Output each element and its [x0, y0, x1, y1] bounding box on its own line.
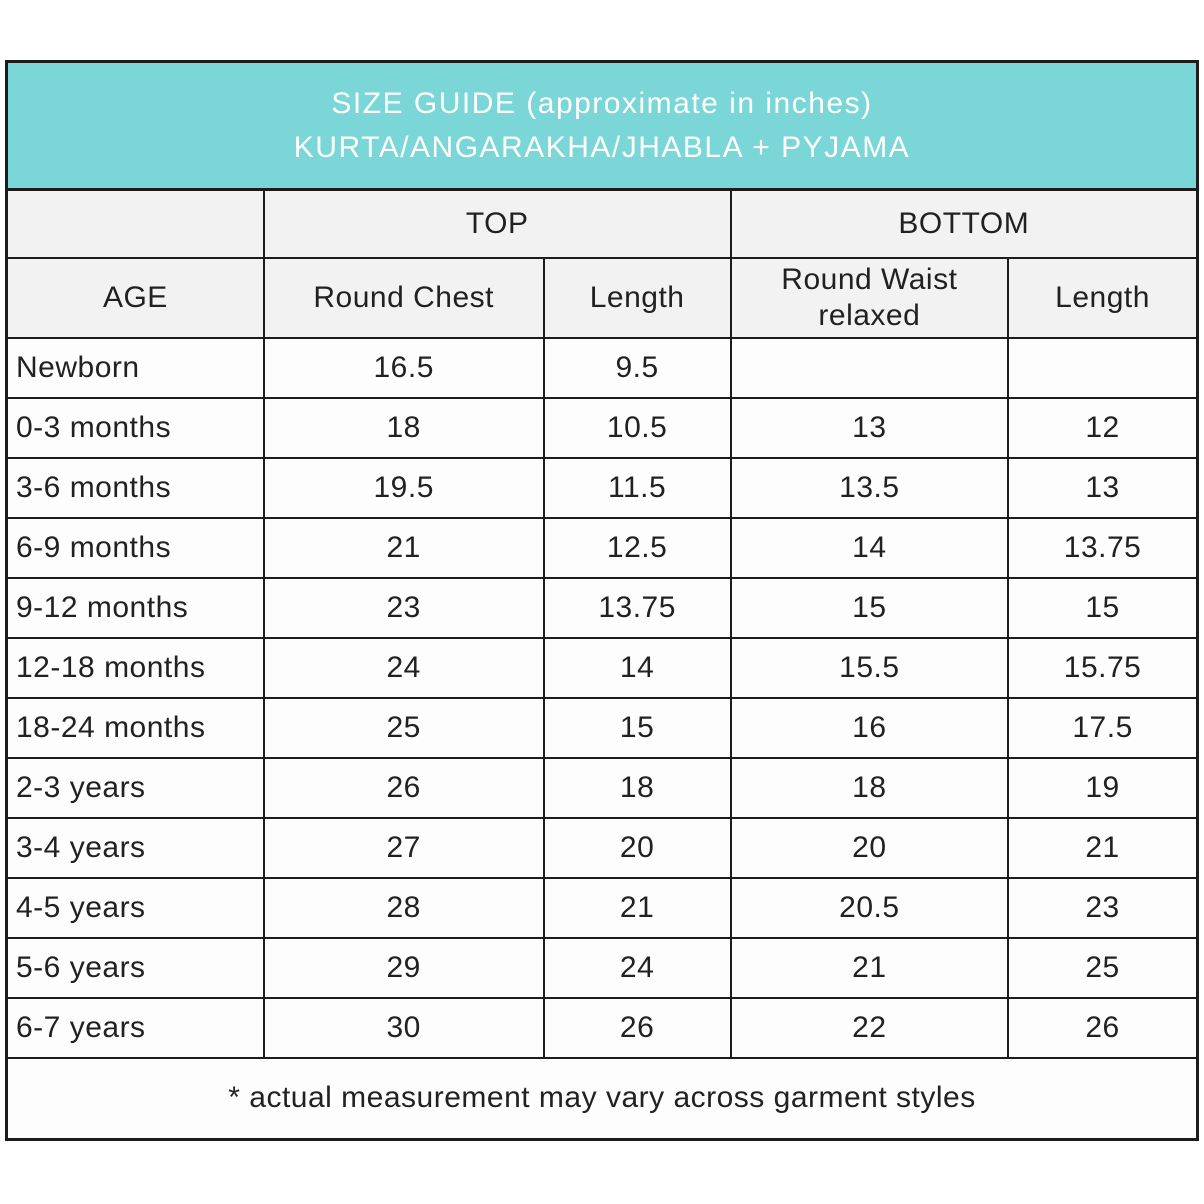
age-cell: 18-24 months — [5, 696, 265, 759]
value-cell: 18 — [729, 756, 1010, 819]
size-guide-title-line2: KURTA/ANGARAKHA/JHABLA + PYJAMA — [293, 130, 911, 164]
value-cell: 14 — [542, 636, 732, 699]
value-cell — [1007, 336, 1199, 399]
footnote-row: * actual measurement may vary across gar… — [5, 1056, 1199, 1141]
value-cell: 13 — [729, 396, 1010, 459]
value-cell: 15.75 — [1007, 636, 1199, 699]
size-guide-title-band: SIZE GUIDE (approximate in inches) KURTA… — [5, 60, 1199, 188]
value-cell: 13.75 — [1007, 516, 1199, 579]
age-cell: 4-5 years — [5, 876, 265, 939]
value-cell: 21 — [262, 516, 545, 579]
value-cell: 16 — [729, 696, 1010, 759]
value-cell: 26 — [542, 996, 732, 1059]
value-cell: 18 — [542, 756, 732, 819]
value-cell: 15.5 — [729, 636, 1010, 699]
age-cell: Newborn — [5, 336, 265, 399]
value-cell: 17.5 — [1007, 696, 1199, 759]
age-cell: 6-7 years — [5, 996, 265, 1059]
value-cell: 13.75 — [542, 576, 732, 639]
value-cell: 20 — [542, 816, 732, 879]
size-table-body: Newborn 16.5 9.5 0-3 months 18 10.5 13 12 3-6 mo… — [5, 336, 1199, 1059]
age-cell: 2-3 years — [5, 756, 265, 819]
value-cell: 24 — [542, 936, 732, 999]
value-cell: 13 — [1007, 456, 1199, 519]
value-cell: 10.5 — [542, 396, 732, 459]
value-cell: 20 — [729, 816, 1010, 879]
column-header-round-chest: Round Chest — [262, 256, 545, 339]
table-row: 9-12 months 23 13.75 15 15 — [5, 576, 1199, 639]
value-cell: 29 — [262, 936, 545, 999]
value-cell: 9.5 — [542, 336, 732, 399]
age-cell: 5-6 years — [5, 936, 265, 999]
column-header-row: AGE Round Chest Length Round Waist relax… — [5, 256, 1199, 339]
size-guide-table: TOP BOTTOM AGE Round Chest Length Round … — [5, 188, 1199, 1141]
table-row: 0-3 months 18 10.5 13 12 — [5, 396, 1199, 459]
value-cell: 23 — [1007, 876, 1199, 939]
size-guide-title-line1: SIZE GUIDE (approximate in inches) — [331, 87, 873, 120]
value-cell: 24 — [262, 636, 545, 699]
value-cell: 15 — [1007, 576, 1199, 639]
value-cell: 28 — [262, 876, 545, 939]
value-cell: 23 — [262, 576, 545, 639]
table-row: 12-18 months 24 14 15.5 15.75 — [5, 636, 1199, 699]
table-row: 3-6 months 19.5 11.5 13.5 13 — [5, 456, 1199, 519]
value-cell: 19 — [1007, 756, 1199, 819]
table-row: Newborn 16.5 9.5 — [5, 336, 1199, 399]
value-cell: 30 — [262, 996, 545, 1059]
table-row: 18-24 months 25 15 16 17.5 — [5, 696, 1199, 759]
value-cell: 20.5 — [729, 876, 1010, 939]
value-cell: 21 — [729, 936, 1010, 999]
table-row: 5-6 years 29 24 21 25 — [5, 936, 1199, 999]
value-cell: 15 — [729, 576, 1010, 639]
table-row: 4-5 years 28 21 20.5 23 — [5, 876, 1199, 939]
value-cell: 21 — [542, 876, 732, 939]
value-cell: 19.5 — [262, 456, 545, 519]
column-header-top-length: Length — [542, 256, 732, 339]
footnote-text: * actual measurement may vary across gar… — [5, 1056, 1199, 1141]
group-header-row: TOP BOTTOM — [5, 188, 1199, 259]
age-cell: 12-18 months — [5, 636, 265, 699]
value-cell: 21 — [1007, 816, 1199, 879]
value-cell: 27 — [262, 816, 545, 879]
value-cell: 16.5 — [262, 336, 545, 399]
age-cell: 3-4 years — [5, 816, 265, 879]
value-cell: 12.5 — [542, 516, 732, 579]
age-cell: 0-3 months — [5, 396, 265, 459]
column-header-age: AGE — [5, 256, 265, 339]
column-header-round-waist-relaxed: Round Waist relaxed — [729, 256, 1010, 339]
age-cell: 9-12 months — [5, 576, 265, 639]
age-cell: 6-9 months — [5, 516, 265, 579]
age-cell: 3-6 months — [5, 456, 265, 519]
table-row: 2-3 years 26 18 18 19 — [5, 756, 1199, 819]
value-cell: 25 — [1007, 936, 1199, 999]
value-cell: 25 — [262, 696, 545, 759]
column-header-bottom-length: Length — [1007, 256, 1199, 339]
value-cell: 14 — [729, 516, 1010, 579]
table-row: 3-4 years 27 20 20 21 — [5, 816, 1199, 879]
group-header-bottom: BOTTOM — [729, 188, 1199, 259]
value-cell — [729, 336, 1010, 399]
value-cell: 26 — [1007, 996, 1199, 1059]
value-cell: 13.5 — [729, 456, 1010, 519]
value-cell: 22 — [729, 996, 1010, 1059]
value-cell: 18 — [262, 396, 545, 459]
table-row: 6-9 months 21 12.5 14 13.75 — [5, 516, 1199, 579]
corner-empty-cell — [5, 188, 265, 259]
value-cell: 15 — [542, 696, 732, 759]
value-cell: 11.5 — [542, 456, 732, 519]
table-row: 6-7 years 30 26 22 26 — [5, 996, 1199, 1059]
group-header-top: TOP — [262, 188, 732, 259]
value-cell: 26 — [262, 756, 545, 819]
value-cell: 12 — [1007, 396, 1199, 459]
